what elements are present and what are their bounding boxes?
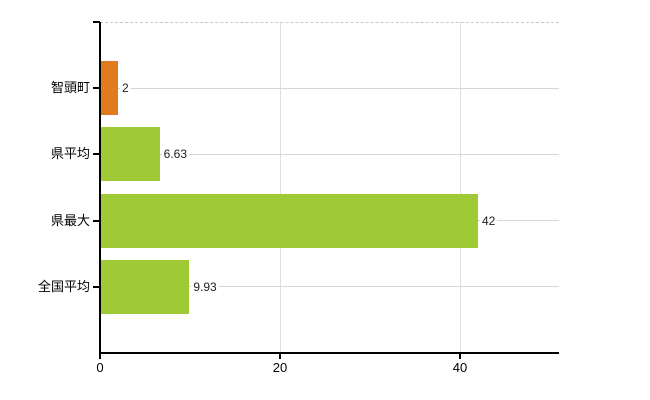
category-label: 智頭町 bbox=[50, 80, 90, 96]
x-tick-label: 20 bbox=[272, 360, 288, 375]
bar bbox=[100, 127, 160, 182]
x-tick-label: 0 bbox=[96, 360, 104, 375]
x-tick bbox=[459, 353, 461, 359]
horizontal-gridline bbox=[100, 87, 559, 89]
category-label: 県平均 bbox=[50, 146, 90, 162]
y-axis-top-tick bbox=[93, 21, 100, 23]
horizontal-gridline bbox=[100, 286, 559, 288]
bar bbox=[100, 61, 118, 116]
y-tick bbox=[93, 87, 100, 90]
vertical-gridline bbox=[460, 22, 461, 353]
x-tick bbox=[279, 353, 281, 359]
value-label: 6.63 bbox=[161, 146, 190, 163]
bar bbox=[100, 193, 478, 248]
y-tick bbox=[93, 285, 100, 288]
value-label: 2 bbox=[120, 80, 131, 97]
bar bbox=[100, 259, 190, 314]
value-label: 9.93 bbox=[191, 278, 219, 295]
horizontal-gridline bbox=[100, 153, 559, 155]
y-axis-line bbox=[99, 22, 101, 354]
x-tick-label: 40 bbox=[452, 360, 468, 375]
x-tick bbox=[99, 353, 101, 359]
y-tick bbox=[93, 219, 100, 222]
category-label: 県最大 bbox=[50, 212, 90, 228]
category-label: 全国平均 bbox=[37, 278, 90, 294]
y-tick bbox=[93, 153, 100, 156]
x-axis-line bbox=[99, 352, 559, 354]
plot-area bbox=[100, 22, 559, 353]
vertical-gridline bbox=[280, 22, 281, 353]
value-label: 42 bbox=[480, 212, 498, 229]
